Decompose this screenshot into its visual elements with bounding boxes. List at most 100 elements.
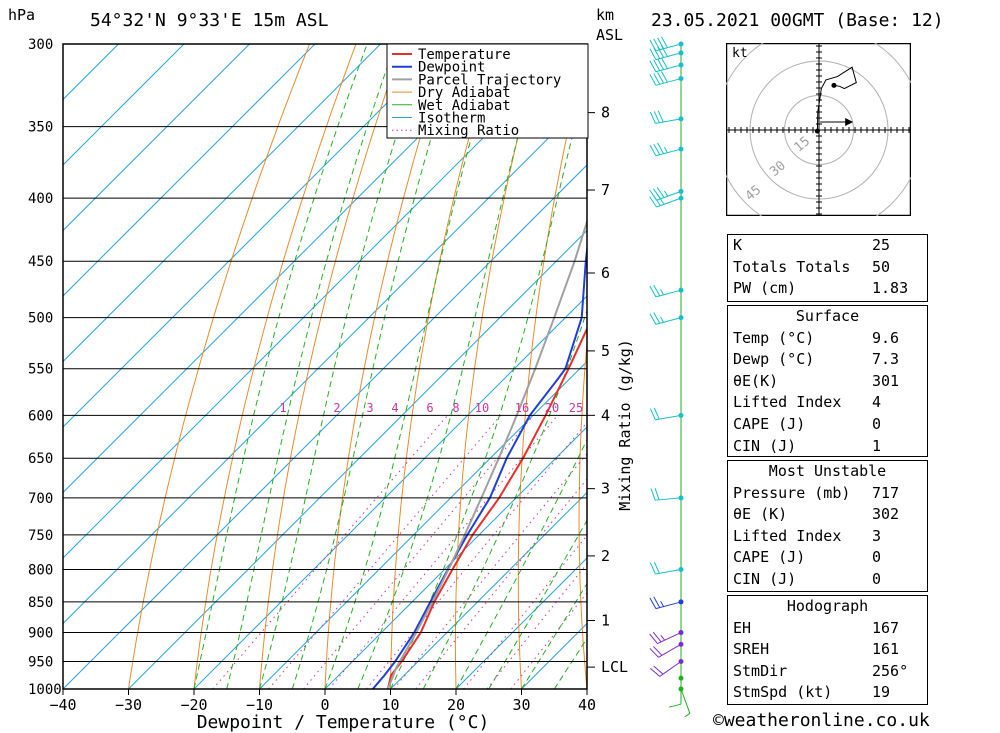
index-row: K 25 [733,236,891,254]
wind-barb-flag [649,74,657,86]
wet-adiabat-line [291,44,461,689]
index-row: θE (K) 302 [733,505,900,524]
isotherm-line [63,44,512,494]
x-tick-label: −20 [180,696,207,714]
dewpoint-series-line [372,44,587,689]
isotherm-line [324,426,587,689]
legend-entry: Isotherm [418,111,485,127]
index-row: StmDir 256° [733,661,909,680]
wind-barb-flag [650,667,661,677]
wind-barb-flag [649,60,657,72]
index-row: Lifted Index 4 [733,393,882,412]
index-row: θE(K) 301 [733,371,900,390]
wind-barb-flag [649,111,656,124]
mixing-ratio-line [366,421,587,689]
isotherm-line [63,44,250,232]
wind-barb-staff [659,661,682,677]
wind-barb-staff [655,289,682,298]
isotherm-line [455,557,587,689]
wind-barb-flag [657,72,665,84]
pressure-tick-label: 600 [28,408,53,424]
wind-barb-flag [649,285,657,298]
wind-barb-flag [653,561,660,574]
hodograph-unit-label: kt [732,46,748,61]
index-row: EH 167 [733,618,900,637]
wind-barb-flag [652,188,661,200]
wind-barb-half-flag [660,316,665,323]
wind-barb-staff [680,688,691,714]
x-tick-label: 40 [578,696,596,714]
mixing-ratio-line [212,414,449,689]
x-tick-label: 20 [447,696,465,714]
hodograph-table: Hodograph EH 167 SREH 161 StmDir 256° StmSp… [727,595,928,705]
pressure-tick-label: 950 [28,655,53,671]
km-tick-label: 5 [601,342,610,360]
wind-barb-half-flag [664,147,668,153]
x-axis-label: Dewpoint / Temperature (°C) [197,712,490,733]
wind-barb-staff [655,43,682,52]
location-label: 54°32'N 9°33'E 15m ASL [90,10,329,31]
legend-entry: Parcel Trajectory [418,72,561,88]
km-tick-label: LCL [601,658,628,676]
isotherm-line [63,44,447,428]
isotherm-line [63,44,316,297]
wind-barb-half-flag [663,190,669,197]
wind-barb-flag [653,38,661,50]
x-tick-label: 0 [320,696,329,714]
dry-adiabat-line [259,44,403,689]
legend-entry: Mixing Ratio [418,123,519,139]
pressure-tick-label: 500 [28,311,53,327]
legend-entry: Dewpoint [418,60,485,76]
wind-barb-flag [661,71,668,83]
dry-adiabat-line [128,44,311,689]
wind-barb-flag [668,703,682,708]
wind-barb-staff [655,317,682,325]
wind-barb-flag [649,144,657,157]
dry-adiabat-line [695,44,727,689]
dry-adiabat-line [390,44,496,689]
x-tick-label: −10 [246,696,273,714]
index-row: Lifted Index 3 [733,526,882,545]
pressure-tick-label: 1000 [28,682,62,698]
wet-adiabat-line [455,438,587,689]
wind-barb-flag [649,633,658,644]
wind-barb-staff [656,197,682,208]
wind-barb-half-flag [660,600,665,607]
pressure-tick-label: 700 [28,491,53,507]
wind-barb-half-flag [660,289,665,296]
dry-adiabat-line [638,44,681,689]
index-row: Dewp (°C) 7.3 [733,350,900,369]
wind-barb-staff [655,497,682,501]
wind-barb-flag [649,48,657,60]
wind-barb-flag [649,313,657,325]
wet-adiabat-line [226,44,396,689]
mixing-ratio-label: 25 [569,401,583,415]
km-tick-label: 2 [601,547,610,565]
pressure-tick-label: 450 [28,254,53,270]
mixing-ratio-label: 4 [391,401,398,415]
wind-barb-flag [653,596,661,608]
mixing-ratio-label: 3 [366,401,373,415]
isotherm-line [63,98,587,625]
legend-entry: Dry Adiabat [418,85,511,101]
pressure-tick-label: 650 [28,451,53,467]
wind-barb-staff [657,632,682,644]
wind-barb-half-flag [684,713,691,718]
wind-barb-staff [655,414,682,421]
wind-barb-flag [649,196,657,208]
pressure-tick-label: 800 [28,562,53,578]
dry-adiabat-line [957,44,1000,689]
wind-barb-flag [653,59,661,71]
hodo-title: Hodograph [786,597,869,615]
wind-barb-staff [655,601,682,610]
legend-entry: Temperature [418,47,511,63]
index-row: Pressure (mb) 717 [733,483,900,502]
isotherm-line [128,229,587,689]
isotherm-line [259,360,587,689]
wind-barb-flag [661,36,668,48]
wind-barb-flag [652,631,662,643]
mixing-ratio-label: 20 [545,401,559,415]
pressure-tick-label: 350 [28,120,53,136]
legend-box [386,43,589,139]
